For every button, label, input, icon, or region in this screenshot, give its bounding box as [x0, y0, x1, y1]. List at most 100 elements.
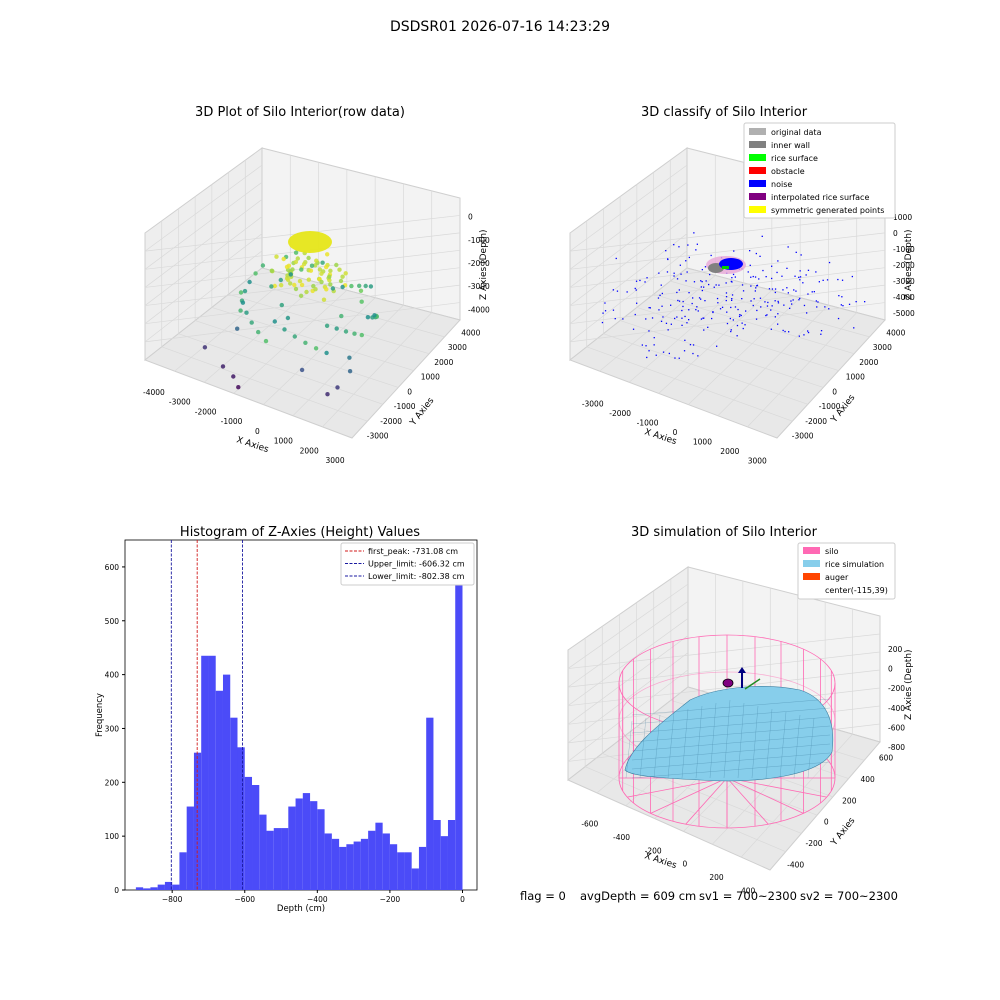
mesh-line — [737, 702, 745, 779]
mesh-line — [681, 708, 689, 779]
noise-point — [756, 309, 758, 312]
grid-line — [567, 652, 689, 744]
tick-label: 0 — [888, 665, 893, 674]
noise-point — [774, 300, 776, 302]
raw-point — [263, 338, 269, 344]
panel-raw-title: 3D Plot of Silo Interior(row data) — [195, 105, 405, 120]
grid-line — [569, 232, 886, 270]
raw-point — [272, 283, 277, 289]
noise-point — [681, 324, 683, 326]
noise-point — [695, 249, 697, 251]
noise-point — [742, 327, 744, 330]
raw-point — [285, 273, 290, 278]
grid-line — [567, 601, 689, 688]
raw-z-tick-labels: 0 -1000 -2000 -3000 -4000 — [468, 213, 490, 315]
tick-label: 1000 — [421, 373, 440, 382]
classify-x-tick-labels: -3000 -2000 -1000 0 1000 2000 3000 — [582, 400, 767, 466]
noise-point — [697, 310, 699, 312]
noise-point — [692, 297, 694, 299]
raw-point — [324, 287, 329, 292]
noise-point — [725, 296, 728, 298]
noise-point — [840, 304, 842, 306]
raw-point — [313, 346, 319, 351]
noise-point — [601, 321, 604, 324]
tick-label: -3000 — [792, 432, 814, 441]
panel-classify-3d: 3D classify of Silo Interior -3000 -2000 -… — [568, 105, 915, 466]
noise-point — [782, 329, 784, 332]
tick-label: -1000 — [893, 245, 915, 254]
noise-point — [828, 308, 830, 310]
noise-point — [837, 317, 840, 320]
hist-bar — [302, 793, 311, 890]
hist-bar — [237, 747, 245, 890]
noise-point — [648, 307, 650, 309]
noise-point — [738, 315, 741, 318]
noise-point — [685, 280, 687, 282]
noise-point — [687, 244, 689, 246]
raw-point — [231, 374, 236, 379]
raw-point — [290, 267, 295, 272]
noise-point — [793, 289, 795, 291]
noise-point — [646, 277, 648, 279]
raw-point — [365, 315, 371, 320]
grid-line — [747, 312, 857, 428]
noise-point — [733, 250, 735, 252]
grid-line — [322, 312, 432, 428]
hist-bar — [172, 884, 180, 890]
hist-bar — [143, 888, 151, 890]
noise-point — [705, 280, 707, 282]
tick-label: -400 — [888, 704, 905, 713]
grid-line — [569, 284, 886, 325]
noise-point — [721, 306, 724, 308]
noise-point — [838, 295, 840, 297]
hist-bar — [186, 806, 194, 890]
noise-point — [726, 311, 728, 313]
noise-point — [842, 305, 844, 307]
panel-classify-title: 3D classify of Silo Interior — [641, 105, 808, 120]
tick-label: -1000 — [637, 419, 659, 428]
noise-point — [734, 276, 736, 278]
noise-point — [674, 317, 676, 320]
noise-point — [685, 260, 687, 262]
classify-floor — [568, 267, 886, 439]
noise-point — [659, 294, 661, 296]
raw-point — [272, 319, 277, 324]
raw-axes-box — [143, 147, 461, 439]
grid-line — [292, 304, 404, 416]
raw-point — [313, 287, 318, 292]
raw-point — [334, 326, 339, 331]
tick-label: -2000 — [893, 261, 915, 270]
hist-bar — [455, 558, 463, 890]
grid-line — [144, 216, 263, 306]
grid-line — [233, 290, 348, 394]
noise-point — [602, 312, 604, 314]
noise-point — [774, 316, 776, 318]
legend-swatch — [803, 573, 820, 580]
tick-label: 200 — [709, 873, 724, 882]
grid-line — [569, 302, 886, 343]
legend-swatch — [803, 547, 820, 554]
grid-line — [144, 164, 263, 252]
noise-point — [639, 279, 641, 282]
hist-bar — [273, 828, 282, 890]
tick-label: -400 — [787, 860, 804, 869]
hist-bar — [426, 717, 434, 890]
grid-line — [144, 302, 461, 343]
hist-bar — [346, 844, 354, 890]
legend-label: silo — [825, 547, 839, 556]
raw-point — [337, 267, 342, 272]
raw-point — [340, 284, 345, 290]
hist-bar — [433, 820, 441, 890]
noise-point — [716, 345, 718, 347]
mesh-line — [631, 707, 831, 725]
raw-point — [343, 329, 349, 334]
raw-point — [242, 288, 248, 294]
raw-point — [284, 264, 290, 270]
tick-label: 2000 — [720, 447, 739, 456]
noise-point — [864, 301, 866, 303]
noise-point — [726, 322, 729, 325]
noise-point — [807, 269, 810, 271]
noise-point — [790, 300, 792, 302]
noise-point — [725, 292, 728, 294]
